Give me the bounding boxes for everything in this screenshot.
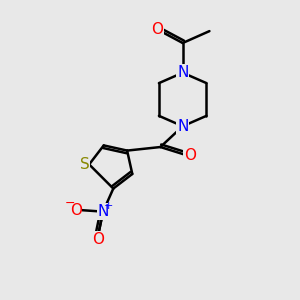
Text: N: N xyxy=(98,204,109,219)
Text: S: S xyxy=(80,157,90,172)
Text: N: N xyxy=(177,65,188,80)
Text: O: O xyxy=(184,148,196,164)
Text: O: O xyxy=(151,22,163,37)
Text: −: − xyxy=(65,197,76,210)
Text: N: N xyxy=(177,119,188,134)
Text: O: O xyxy=(70,203,82,218)
Text: +: + xyxy=(103,201,113,211)
Text: O: O xyxy=(93,232,105,247)
